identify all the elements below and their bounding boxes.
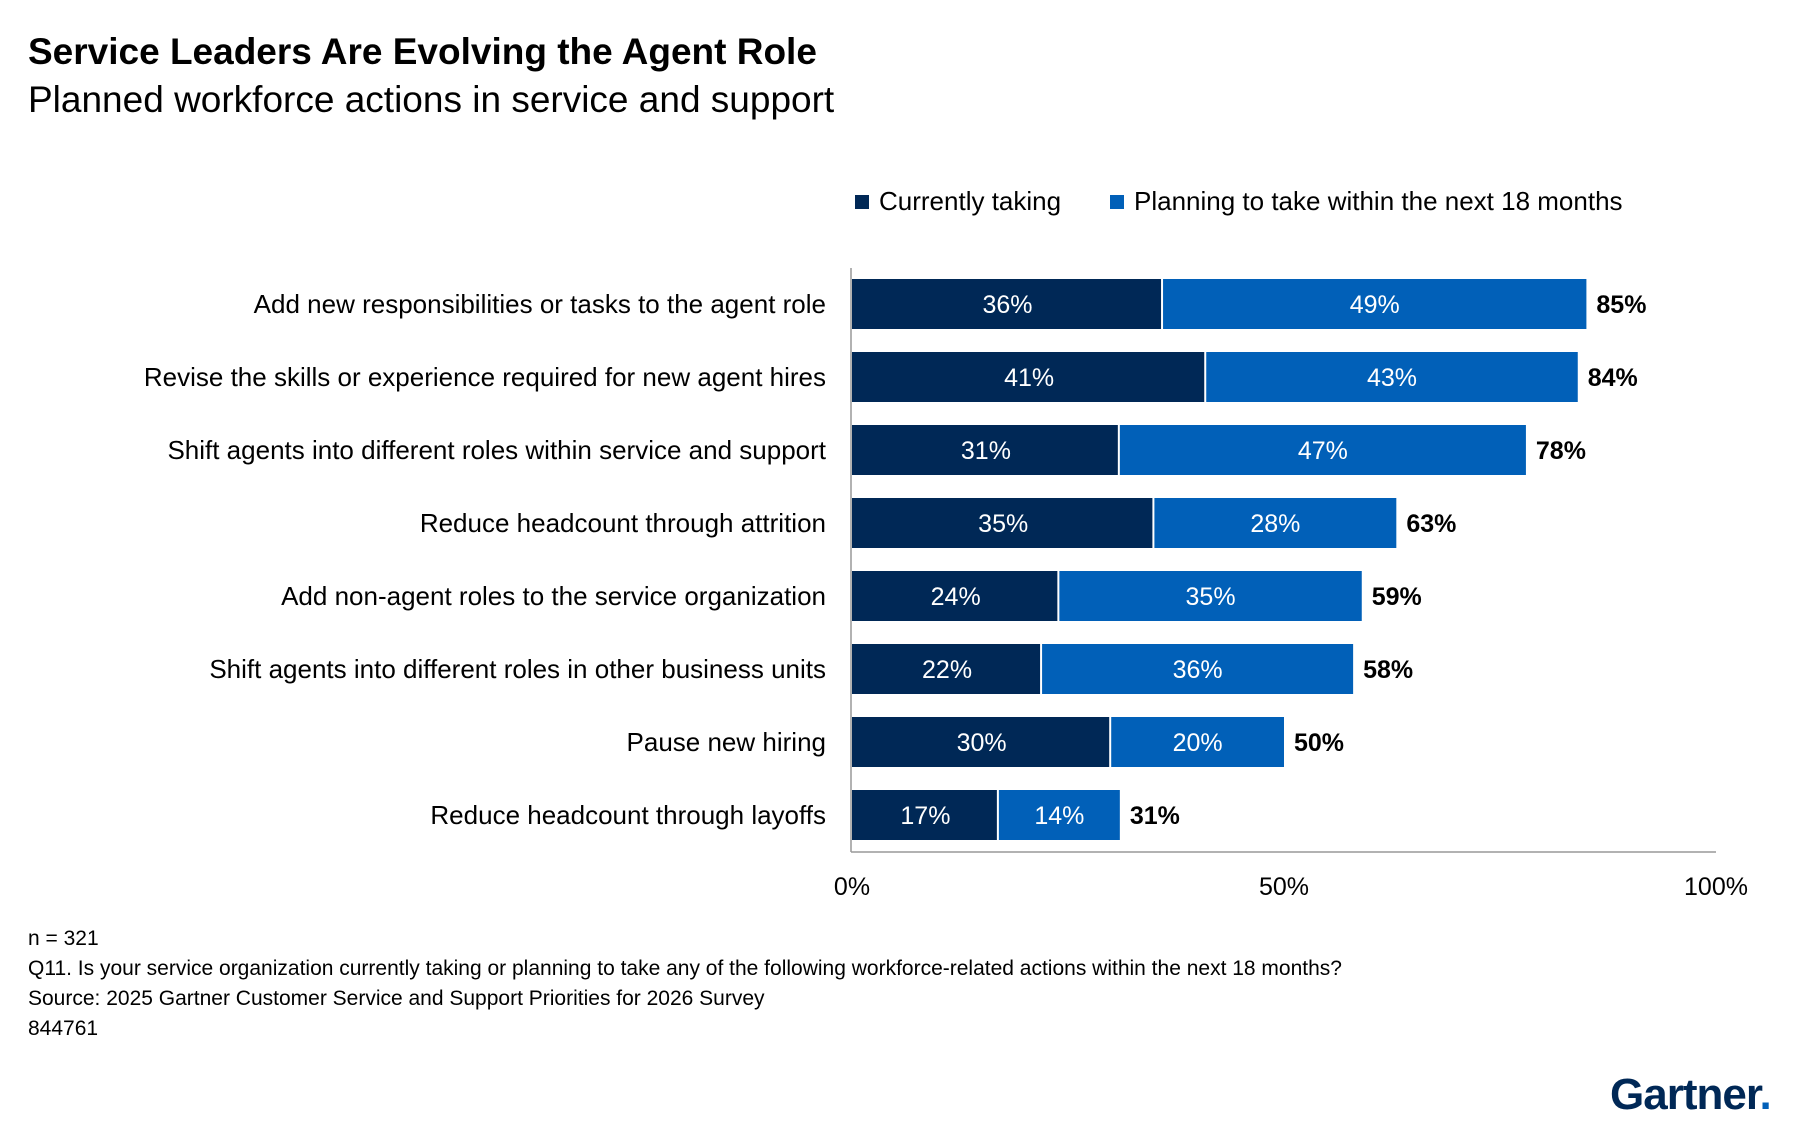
category-label: Add non-agent roles to the service organ…: [281, 581, 826, 611]
bar-segment: [852, 571, 1058, 621]
bar-value-label: 14%: [1034, 802, 1084, 830]
total-label: 84%: [1588, 364, 1638, 392]
bar-value-label: 35%: [1186, 583, 1236, 611]
legend-swatch-currently: [855, 194, 869, 209]
footnotes: n = 321 Q11. Is your service organizatio…: [28, 924, 1342, 1044]
bar-segment: [852, 717, 1110, 767]
reference-id: 844761: [28, 1017, 99, 1040]
legend-label-planning: Planning to take within the next 18 mont…: [1134, 186, 1623, 216]
category-label: Reduce headcount through layoffs: [430, 800, 826, 830]
bar-segment: [1042, 644, 1354, 694]
total-label: 78%: [1536, 437, 1586, 465]
bar-value-label: 36%: [1173, 656, 1223, 684]
bar-segment: [1163, 279, 1587, 329]
category-label: Reduce headcount through attrition: [420, 508, 826, 538]
bar-value-label: 22%: [922, 656, 972, 684]
bar-value-label: 36%: [982, 291, 1032, 319]
bar-segment: [852, 790, 997, 840]
bar-value-label: 41%: [1004, 364, 1054, 392]
bar-value-label: 43%: [1367, 364, 1417, 392]
legend-item-currently: Currently taking: [855, 186, 1061, 217]
bar-segment: [852, 425, 1118, 475]
legend-label-currently: Currently taking: [879, 186, 1062, 216]
x-tick-label: 100%: [1684, 873, 1748, 901]
total-label: 50%: [1294, 729, 1344, 757]
total-label: 31%: [1130, 802, 1180, 830]
logo-dot: .: [1759, 1070, 1772, 1119]
bar-value-label: 20%: [1173, 729, 1223, 757]
total-label: 85%: [1596, 291, 1646, 319]
category-label: Shift agents into different roles within…: [167, 435, 826, 465]
bar-chart: Add new responsibilities or tasks to the…: [144, 268, 1748, 901]
category-label: Revise the skills or experience required…: [144, 362, 826, 392]
bar-value-label: 35%: [978, 510, 1028, 538]
category-label: Shift agents into different roles in oth…: [209, 654, 826, 684]
bar-segment: [852, 498, 1153, 548]
logo-text: Gartner: [1610, 1070, 1761, 1119]
bar-segment: [852, 352, 1205, 402]
category-label: Add new responsibilities or tasks to the…: [254, 289, 826, 319]
legend: Currently taking Planning to take within…: [0, 186, 1800, 216]
source-note: Source: 2025 Gartner Customer Service an…: [28, 987, 765, 1010]
bar-segment: [1154, 498, 1397, 548]
bar-segment: [1119, 425, 1526, 475]
total-label: 63%: [1406, 510, 1456, 538]
chart-title: Service Leaders Are Evolving the Agent R…: [28, 31, 817, 72]
legend-swatch-planning: [1110, 194, 1124, 209]
bar-segment: [852, 644, 1041, 694]
sample-size-note: n = 321: [28, 927, 99, 950]
bar-segment: [1059, 571, 1362, 621]
category-label: Pause new hiring: [627, 727, 826, 757]
bar-value-label: 31%: [961, 437, 1011, 465]
bar-segment: [1206, 352, 1578, 402]
legend-item-planning: Planning to take within the next 18 mont…: [1110, 186, 1623, 217]
bar-segment: [998, 790, 1120, 840]
x-tick-label: 0%: [834, 873, 870, 901]
chart-subtitle: Planned workforce actions in service and…: [28, 79, 835, 120]
bar-value-label: 24%: [931, 583, 981, 611]
bar-segment: [1111, 717, 1284, 767]
bar-value-label: 30%: [957, 729, 1007, 757]
bar-value-label: 49%: [1350, 291, 1400, 319]
bar-value-label: 28%: [1250, 510, 1300, 538]
gartner-logo: Gartner.: [1610, 1070, 1772, 1120]
bar-value-label: 47%: [1298, 437, 1348, 465]
question-note: Q11. Is your service organization curren…: [28, 957, 1342, 980]
bar-value-label: 17%: [900, 802, 950, 830]
total-label: 58%: [1363, 656, 1413, 684]
bar-segment: [852, 279, 1162, 329]
total-label: 59%: [1372, 583, 1422, 611]
x-tick-label: 50%: [1259, 873, 1309, 901]
